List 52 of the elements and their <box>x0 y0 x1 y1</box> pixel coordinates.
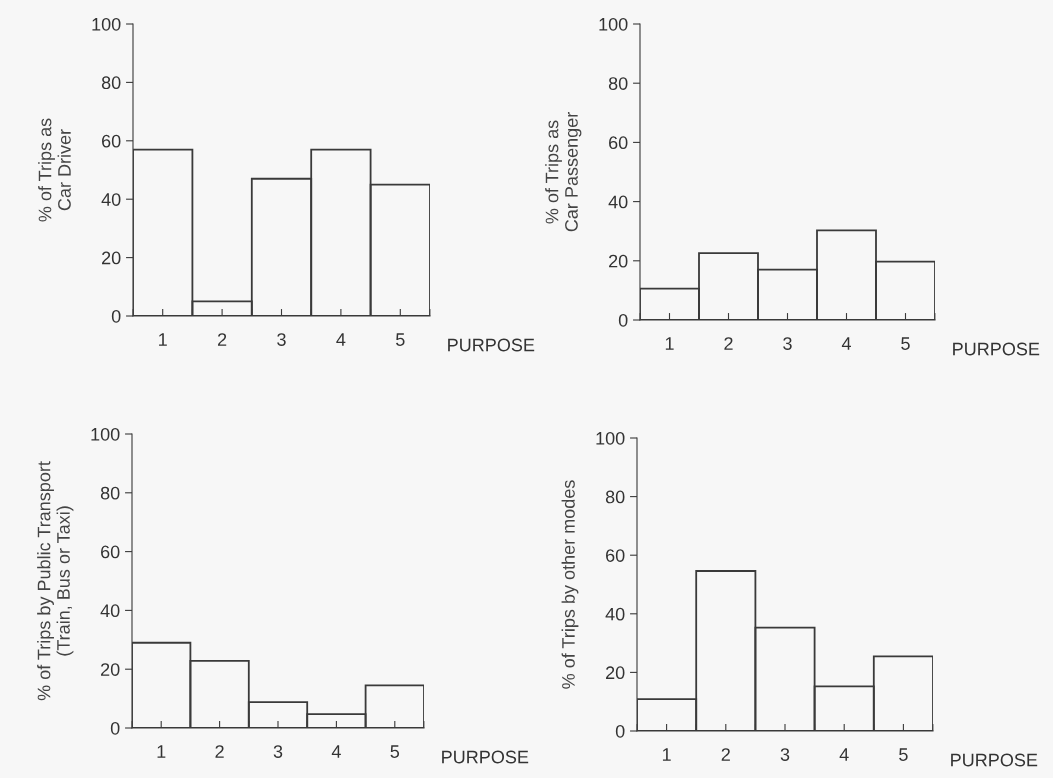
x-axis-title: PURPOSE <box>953 342 1040 356</box>
y-tick-label: 60 <box>101 545 120 559</box>
y-tick-label: 80 <box>608 77 628 90</box>
y-tick-label: 40 <box>101 193 121 206</box>
y-tick-label: 20 <box>609 254 628 268</box>
y-tick-label: 40 <box>100 604 120 618</box>
y-tick-label: 20 <box>606 666 625 680</box>
y-tick-label: 100 <box>92 17 121 31</box>
x-tick-label: 2 <box>215 745 224 758</box>
x-tick-label: 1 <box>665 337 674 350</box>
y-tick-label: 20 <box>101 663 120 676</box>
x-tick-label: 1 <box>159 333 167 346</box>
x-tick-label: 1 <box>662 748 671 761</box>
y-tick-label: 60 <box>102 134 121 148</box>
y-tick-label: 100 <box>91 427 120 441</box>
x-tick-label: 4 <box>331 745 341 758</box>
x-tick-label: 3 <box>277 333 286 346</box>
y-tick-label: 0 <box>618 313 628 327</box>
y-tick-label: 0 <box>111 309 121 323</box>
x-tick-label: 5 <box>899 748 908 761</box>
y-tick-label: 0 <box>615 724 625 738</box>
y-tick-label: 100 <box>596 431 625 445</box>
x-tick-label: 3 <box>780 748 790 761</box>
x-tick-label: 3 <box>783 337 792 350</box>
x-tick-label: 5 <box>396 333 405 346</box>
x-tick-label: 3 <box>273 745 283 758</box>
y-tick-label: 40 <box>608 195 628 209</box>
x-tick-label: 4 <box>336 333 346 346</box>
x-tick-label: 2 <box>721 748 730 761</box>
y-axis-title: % of Trips by other modes <box>561 480 579 689</box>
x-tick-label: 5 <box>901 337 910 350</box>
y-tick-label: 100 <box>599 17 628 31</box>
y-axis-title: % of Trips as Car Passenger <box>545 112 582 232</box>
x-axis-title: PURPOSE <box>442 750 529 764</box>
y-tick-label: 60 <box>609 136 628 150</box>
y-axis-title: % of Trips as Car Driver <box>38 118 71 222</box>
x-tick-label: 2 <box>217 333 227 346</box>
y-tick-label: 80 <box>100 486 120 500</box>
x-axis-title: PURPOSE <box>951 753 1038 767</box>
y-tick-label: 40 <box>605 607 625 621</box>
y-tick-label: 80 <box>101 76 121 90</box>
x-tick-label: 5 <box>390 745 400 758</box>
y-axis-title: % of Trips by Public Transport (Train, Bus or Taxi) <box>37 461 74 701</box>
x-tick-label: 2 <box>724 337 733 350</box>
y-tick-label: 20 <box>102 251 121 265</box>
x-tick-label: 1 <box>157 745 166 758</box>
y-tick-label: 80 <box>605 490 625 504</box>
y-tick-label: 0 <box>110 721 120 735</box>
x-tick-label: 4 <box>841 337 851 350</box>
y-tick-label: 60 <box>606 549 625 562</box>
x-tick-label: 4 <box>839 748 849 761</box>
x-axis-title: PURPOSE <box>448 338 535 352</box>
